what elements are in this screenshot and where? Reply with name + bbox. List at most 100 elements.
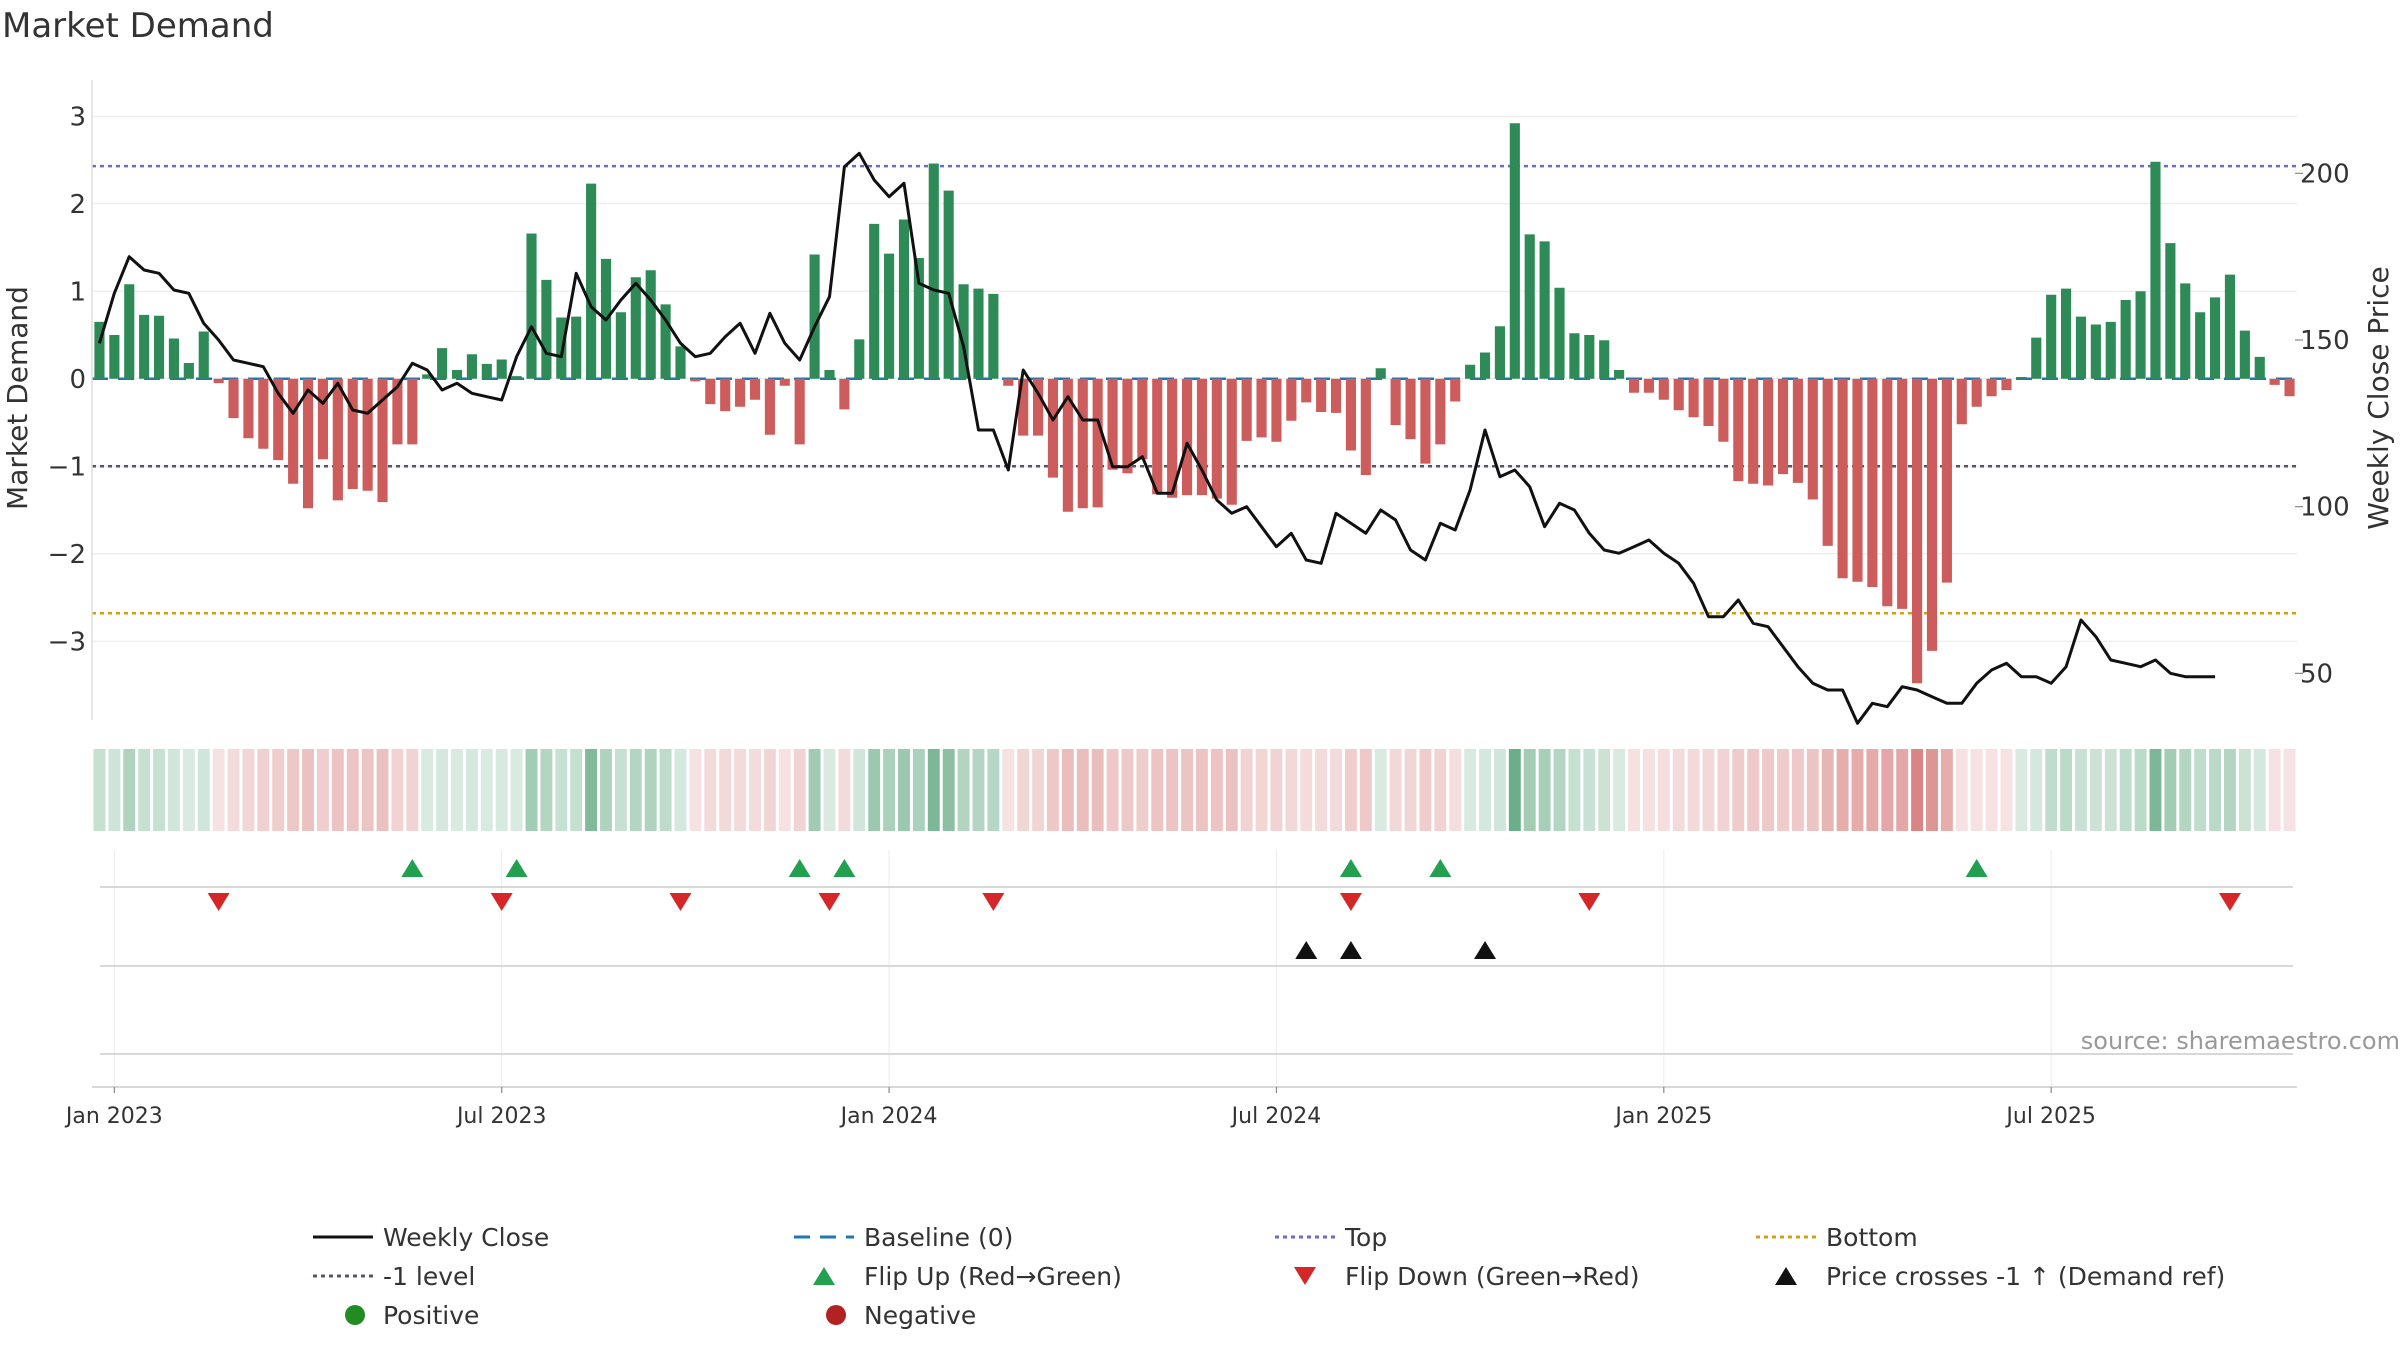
- demand-bar-negative: [764, 378, 775, 435]
- y-tick-label: −1: [48, 452, 86, 482]
- chart-title: Market Demand: [2, 6, 274, 46]
- legend-item: Positive: [345, 1301, 479, 1330]
- heat-cell: [212, 749, 225, 831]
- flip-up-marker: [833, 859, 856, 877]
- heat-cell: [1270, 749, 1283, 831]
- y-tick-label: 2: [69, 190, 86, 220]
- y2-tick-label: 100: [2300, 493, 2350, 523]
- heat-cell: [2134, 749, 2147, 831]
- demand-bar-negative: [1777, 378, 1789, 475]
- demand-bar-negative: [1628, 378, 1640, 393]
- heat-cell: [421, 749, 434, 831]
- heat-cell: [406, 749, 419, 831]
- flip-down-marker: [669, 893, 692, 911]
- legend-label: Baseline (0): [864, 1223, 1013, 1252]
- demand-bar-negative: [377, 378, 388, 503]
- heat-cell: [2223, 749, 2236, 831]
- flip-up-marker: [1965, 859, 1988, 877]
- demand-bar-positive: [2075, 316, 2087, 379]
- flip-down-marker: [982, 893, 1005, 911]
- legend-label: Flip Up (Red→Green): [864, 1262, 1122, 1291]
- demand-bar-negative: [720, 378, 731, 412]
- demand-bar-negative: [1345, 378, 1357, 451]
- heat-cell: [1404, 749, 1417, 831]
- demand-bar-negative: [1181, 378, 1193, 496]
- demand-bar-positive: [2090, 324, 2101, 379]
- y2-tick-label: 50: [2300, 659, 2333, 689]
- demand-bar-positive: [973, 288, 984, 379]
- heat-cell: [778, 749, 791, 831]
- heat-cell: [1791, 749, 1804, 831]
- demand-bar-positive: [1465, 364, 1476, 379]
- heat-cell: [704, 749, 717, 831]
- legend-label: Price crosses -1 ↑ (Demand ref): [1826, 1262, 2225, 1291]
- demand-bar-positive: [2031, 337, 2042, 379]
- demand-bar-positive: [437, 348, 448, 379]
- demand-bar-negative: [1003, 378, 1014, 386]
- heat-cell: [1151, 749, 1164, 831]
- legend-label: Bottom: [1826, 1223, 1918, 1252]
- demand-bar-positive: [94, 321, 105, 379]
- heat-cell: [1389, 749, 1402, 831]
- heat-cell: [2119, 749, 2132, 831]
- demand-bar-positive: [481, 363, 492, 379]
- demand-bar-negative: [1167, 378, 1178, 498]
- heat-cell: [2030, 749, 2043, 831]
- demand-bar-negative: [347, 378, 358, 489]
- demand-bar-positive: [2254, 356, 2265, 379]
- heat-cell: [2104, 749, 2117, 831]
- heat-cell: [1672, 749, 1685, 831]
- demand-bar-negative: [1301, 378, 1312, 403]
- legend-swatch-triangle-up: [813, 1267, 835, 1285]
- demand-bar-positive: [109, 335, 120, 379]
- heat-cell: [182, 749, 195, 831]
- axes: 3 2 1 0 −1 −2 −3 200 150 100 50 Jan 2023 Jul 2023 Jan…: [48, 80, 2350, 1129]
- heat-cell: [972, 749, 985, 831]
- legend-item: Negative: [826, 1301, 976, 1330]
- demand-bar-negative: [1390, 378, 1401, 426]
- heat-cell: [1896, 749, 1909, 831]
- demand-bar-positive: [1539, 241, 1550, 379]
- heat-cell: [1940, 749, 1953, 831]
- heat-cell: [1449, 749, 1462, 831]
- heat-cell: [1657, 749, 1670, 831]
- demand-bar-positive: [884, 253, 895, 379]
- weekly-close-line: [97, 151, 2216, 725]
- demand-bar-negative: [1122, 378, 1133, 474]
- demand-bar-positive: [2105, 321, 2116, 379]
- demand-bar-positive: [2120, 300, 2131, 379]
- heat-cell: [1210, 749, 1223, 831]
- heat-cell: [1136, 749, 1149, 831]
- heat-cell: [1583, 749, 1596, 831]
- heat-cell: [585, 749, 598, 831]
- x-tick-label: Jan 2023: [64, 1104, 163, 1129]
- heat-cell: [1881, 749, 1894, 831]
- heat-cell: [629, 749, 642, 831]
- demand-bar-negative: [1897, 378, 1908, 609]
- heat-cell: [1613, 749, 1626, 831]
- heat-cell: [1419, 749, 1432, 831]
- demand-bar-positive: [2165, 243, 2176, 379]
- heat-cell: [2209, 749, 2222, 831]
- x-tick-label: Jul 2025: [2004, 1104, 2096, 1129]
- heat-cell: [451, 749, 463, 831]
- heat-cell: [1330, 749, 1342, 831]
- x-tick-label: Jan 2025: [1613, 1104, 1712, 1129]
- heat-cell: [1166, 749, 1179, 831]
- heat-cell: [1508, 749, 1521, 831]
- demand-bar-positive: [898, 219, 910, 379]
- y-tick-label: −2: [48, 540, 86, 570]
- heat-cell: [138, 749, 151, 831]
- flip-up-marker: [1429, 859, 1452, 877]
- demand-bar-negative: [1703, 378, 1714, 426]
- demand-heat-strip: [93, 749, 2296, 831]
- demand-bar-positive: [2046, 294, 2057, 379]
- x-tick-label: Jul 2023: [455, 1104, 547, 1129]
- heat-cell: [108, 749, 121, 831]
- demand-bar-positive: [124, 284, 135, 379]
- legend-label: -1 level: [383, 1262, 475, 1291]
- heat-cell: [2149, 749, 2162, 831]
- demand-bar-negative: [273, 378, 284, 461]
- demand-bar-negative: [1912, 378, 1923, 684]
